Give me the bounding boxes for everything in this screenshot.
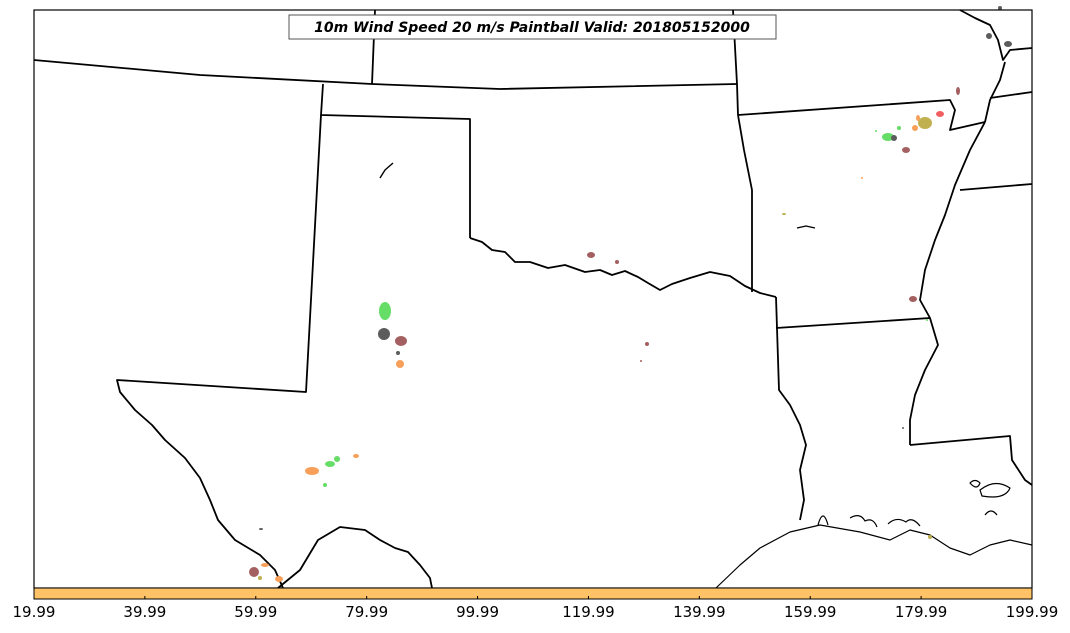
paintball-blob-brown bbox=[645, 342, 649, 346]
coastal-bay-4 bbox=[984, 510, 998, 516]
paintball-blob-orange bbox=[275, 576, 283, 582]
border-tx-nm bbox=[116, 114, 322, 589]
colorbar-tick-label: 99.99 bbox=[456, 603, 499, 621]
paintball-blob-gray bbox=[1004, 41, 1012, 47]
paintball-blob-green bbox=[897, 126, 901, 130]
colorbar bbox=[33, 587, 1033, 600]
coastline-texas-louisiana bbox=[715, 524, 1033, 589]
paintball-blob-green bbox=[323, 483, 327, 487]
colorbar-tick-label: 159.99 bbox=[784, 603, 837, 621]
paintball-blob-gray bbox=[998, 6, 1002, 10]
border-red-river bbox=[469, 237, 777, 298]
paintball-blob-gray bbox=[891, 135, 897, 141]
coastal-bay-1 bbox=[817, 515, 829, 526]
paintball-blob-orange bbox=[305, 467, 319, 475]
paintball-blob-brown bbox=[909, 296, 917, 302]
paintball-blob-green bbox=[379, 302, 391, 320]
paintball-blob-brown bbox=[395, 336, 407, 346]
border-tn-ms bbox=[989, 91, 1033, 99]
border-rio-grande bbox=[277, 526, 433, 589]
paintball-blob-orange bbox=[261, 563, 269, 567]
paintball-blob-gray bbox=[378, 328, 390, 340]
paintball-blob-green bbox=[334, 456, 340, 462]
border-mississippi bbox=[909, 121, 986, 445]
colorbar-ticks: 19.99 39.99 59.99 79.99 99.99 119.99 139.99 159… bbox=[13, 596, 1059, 621]
colorbar-tick-label: 79.99 bbox=[345, 603, 388, 621]
map-background bbox=[34, 10, 1032, 588]
border-ar-la bbox=[775, 317, 931, 329]
map-title: 10m Wind Speed 20 m/s Paintball Valid: 2… bbox=[314, 20, 750, 36]
border-tx-la bbox=[775, 296, 807, 521]
border-mo-ar bbox=[737, 99, 986, 131]
paintball-blob-olive bbox=[928, 535, 932, 539]
paintball-blob-brown bbox=[902, 147, 910, 153]
paintball-blob-orange bbox=[916, 115, 920, 121]
paintball-blob-orange bbox=[912, 125, 918, 131]
paintball-blob-orange bbox=[353, 454, 359, 458]
paintball-blob-green bbox=[875, 130, 877, 132]
paintball-blob-brown bbox=[587, 252, 595, 258]
title-box bbox=[288, 14, 777, 40]
paintball-blob-green bbox=[926, 319, 928, 321]
paintball-blob-orange bbox=[861, 177, 863, 179]
colorbar-tick-label: 139.99 bbox=[673, 603, 726, 621]
coastal-island-1 bbox=[979, 482, 1011, 498]
gulf-coastline bbox=[715, 479, 1033, 589]
border-la-ms bbox=[909, 435, 1033, 486]
paintball-blob-gray bbox=[259, 528, 263, 530]
paintball-blob-orange bbox=[396, 360, 404, 368]
paintball-blob-gray bbox=[902, 427, 904, 429]
coastal-island-2 bbox=[969, 479, 981, 488]
colorbar-tick-label: 119.99 bbox=[562, 603, 615, 621]
border-ms-al bbox=[959, 183, 1033, 191]
lake-arkansas bbox=[796, 225, 816, 229]
paintball-blob-gray bbox=[986, 33, 992, 39]
paintball-blob-brown bbox=[956, 87, 960, 95]
paintball-blob-brown bbox=[615, 260, 619, 264]
paintball-blob-gray bbox=[396, 351, 400, 355]
border-nm-ok-panhandle bbox=[320, 83, 471, 238]
colorbar-tick-label: 19.99 bbox=[13, 603, 56, 621]
coastal-bay-2 bbox=[849, 515, 878, 528]
lake-panhandle bbox=[379, 162, 394, 179]
paintball-blob-olive bbox=[918, 117, 932, 129]
paintball-blobs bbox=[249, 6, 1012, 582]
coastal-bay-3 bbox=[887, 518, 921, 527]
paintball-blob-green bbox=[325, 461, 335, 467]
border-northeast bbox=[959, 9, 1033, 61]
paintball-blob-brown bbox=[249, 567, 259, 577]
paintball-blob-brown bbox=[640, 360, 642, 362]
colorbar-tick-label: 199.99 bbox=[1006, 603, 1059, 621]
paintball-blob-olive bbox=[782, 213, 786, 215]
colorbar-tick-label: 39.99 bbox=[123, 603, 166, 621]
colorbar-tick-label: 179.99 bbox=[895, 603, 948, 621]
paintball-blob-green bbox=[882, 133, 894, 141]
border-ok-ar bbox=[737, 114, 753, 292]
paintball-blob-red bbox=[936, 111, 944, 117]
paintball-blob-olive bbox=[258, 576, 262, 580]
colorbar-tick-label: 59.99 bbox=[234, 603, 277, 621]
border-ky bbox=[984, 61, 1006, 123]
state-borders bbox=[33, 9, 1033, 589]
